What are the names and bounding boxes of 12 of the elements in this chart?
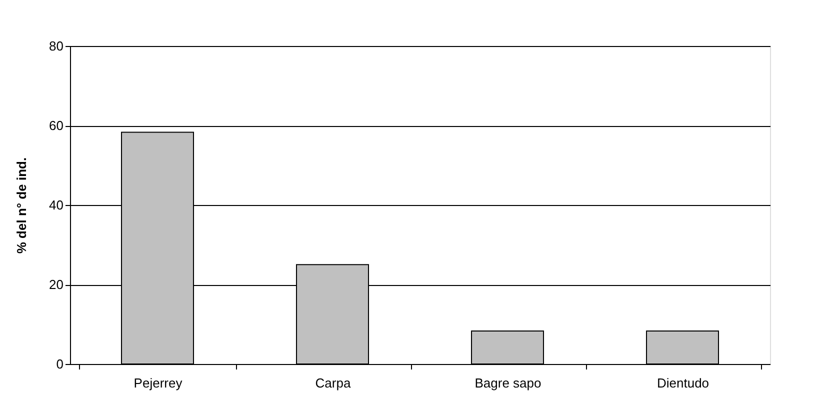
x-tick-label: Bagre sapo <box>474 376 542 390</box>
y-tick-label: 40 <box>49 198 64 212</box>
y-tick-label: 60 <box>49 118 64 133</box>
x-tick-label: Pejerrey <box>134 376 183 390</box>
bar <box>646 330 719 364</box>
x-tick-label: Dientudo <box>656 376 710 390</box>
y-tick-label: 0 <box>56 356 64 372</box>
y-tick-label: 20 <box>49 277 64 292</box>
y-tick-label: 80 <box>49 38 64 54</box>
bar <box>471 330 544 364</box>
y-axis-title: % del n° de ind. <box>14 157 30 254</box>
x-tick-label: Carpa <box>315 376 352 390</box>
